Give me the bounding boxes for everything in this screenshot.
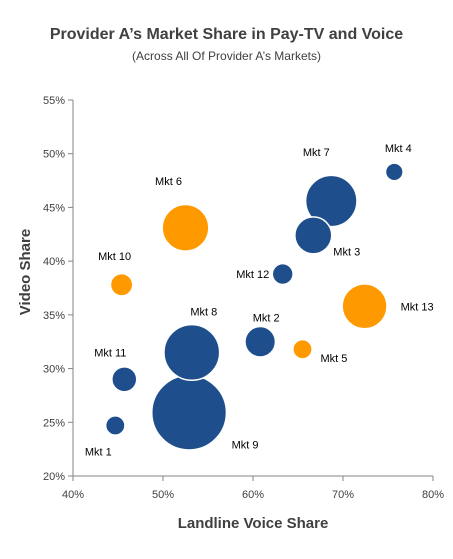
bubble-mkt-11: [111, 366, 138, 393]
chart-subtitle: (Across All Of Provider A’s Markets): [132, 49, 321, 63]
bubble-label: Mkt 13: [401, 301, 434, 313]
bubble-mkt-7: [304, 174, 358, 228]
y-tick-label: 25%: [43, 417, 65, 429]
bubble-label: Mkt 7: [303, 147, 330, 159]
x-tick-label: 50%: [152, 489, 174, 501]
bubble-mkt-12: [271, 262, 294, 286]
bubble-label: Mkt 10: [98, 251, 131, 263]
bubble-mkt-6: [161, 203, 210, 252]
y-tick-label: 50%: [43, 149, 65, 161]
bubble-label: Mkt 6: [155, 176, 182, 188]
bubble-label: Mkt 9: [232, 440, 259, 452]
y-tick-label: 30%: [43, 364, 65, 376]
y-tick-label: 40%: [43, 256, 65, 268]
y-tick-label: 55%: [43, 95, 65, 107]
bubble-mkt-10: [109, 272, 134, 297]
y-tick-label: 20%: [43, 471, 65, 483]
x-axis-label: Landline Voice Share: [178, 515, 329, 532]
x-tick-label: 80%: [422, 489, 444, 501]
y-tick-label: 35%: [43, 310, 65, 322]
x-tick-label: 60%: [242, 489, 264, 501]
x-tick-label: 40%: [62, 489, 84, 501]
bubble-label: Mkt 8: [190, 306, 217, 318]
bubble-label: Mkt 4: [385, 143, 412, 155]
bubble-mkt-2: [244, 325, 277, 358]
bubble-mkt-13: [341, 283, 388, 330]
y-tick-label: 45%: [43, 202, 65, 214]
bubble-mkt-1: [104, 415, 126, 436]
bubble-label: Mkt 11: [94, 347, 126, 359]
bubble-mkt-5: [292, 338, 313, 360]
bubble-label: Mkt 2: [253, 313, 280, 325]
bubble-label: Mkt 3: [333, 246, 360, 258]
bubble-mkt-9: [151, 374, 228, 451]
bubble-label: Mkt 1: [85, 447, 112, 459]
bubble-mkt-8: [163, 323, 221, 382]
y-axis-label: Video Share: [17, 229, 34, 315]
bubble-mkt-4: [384, 162, 404, 182]
chart-title: Provider A’s Market Share in Pay-TV and …: [49, 26, 404, 43]
x-tick-label: 70%: [332, 489, 354, 501]
bubble-label: Mkt 12: [236, 269, 269, 281]
bubble-mkt-3: [294, 216, 333, 255]
bubble-label: Mkt 5: [321, 353, 348, 365]
